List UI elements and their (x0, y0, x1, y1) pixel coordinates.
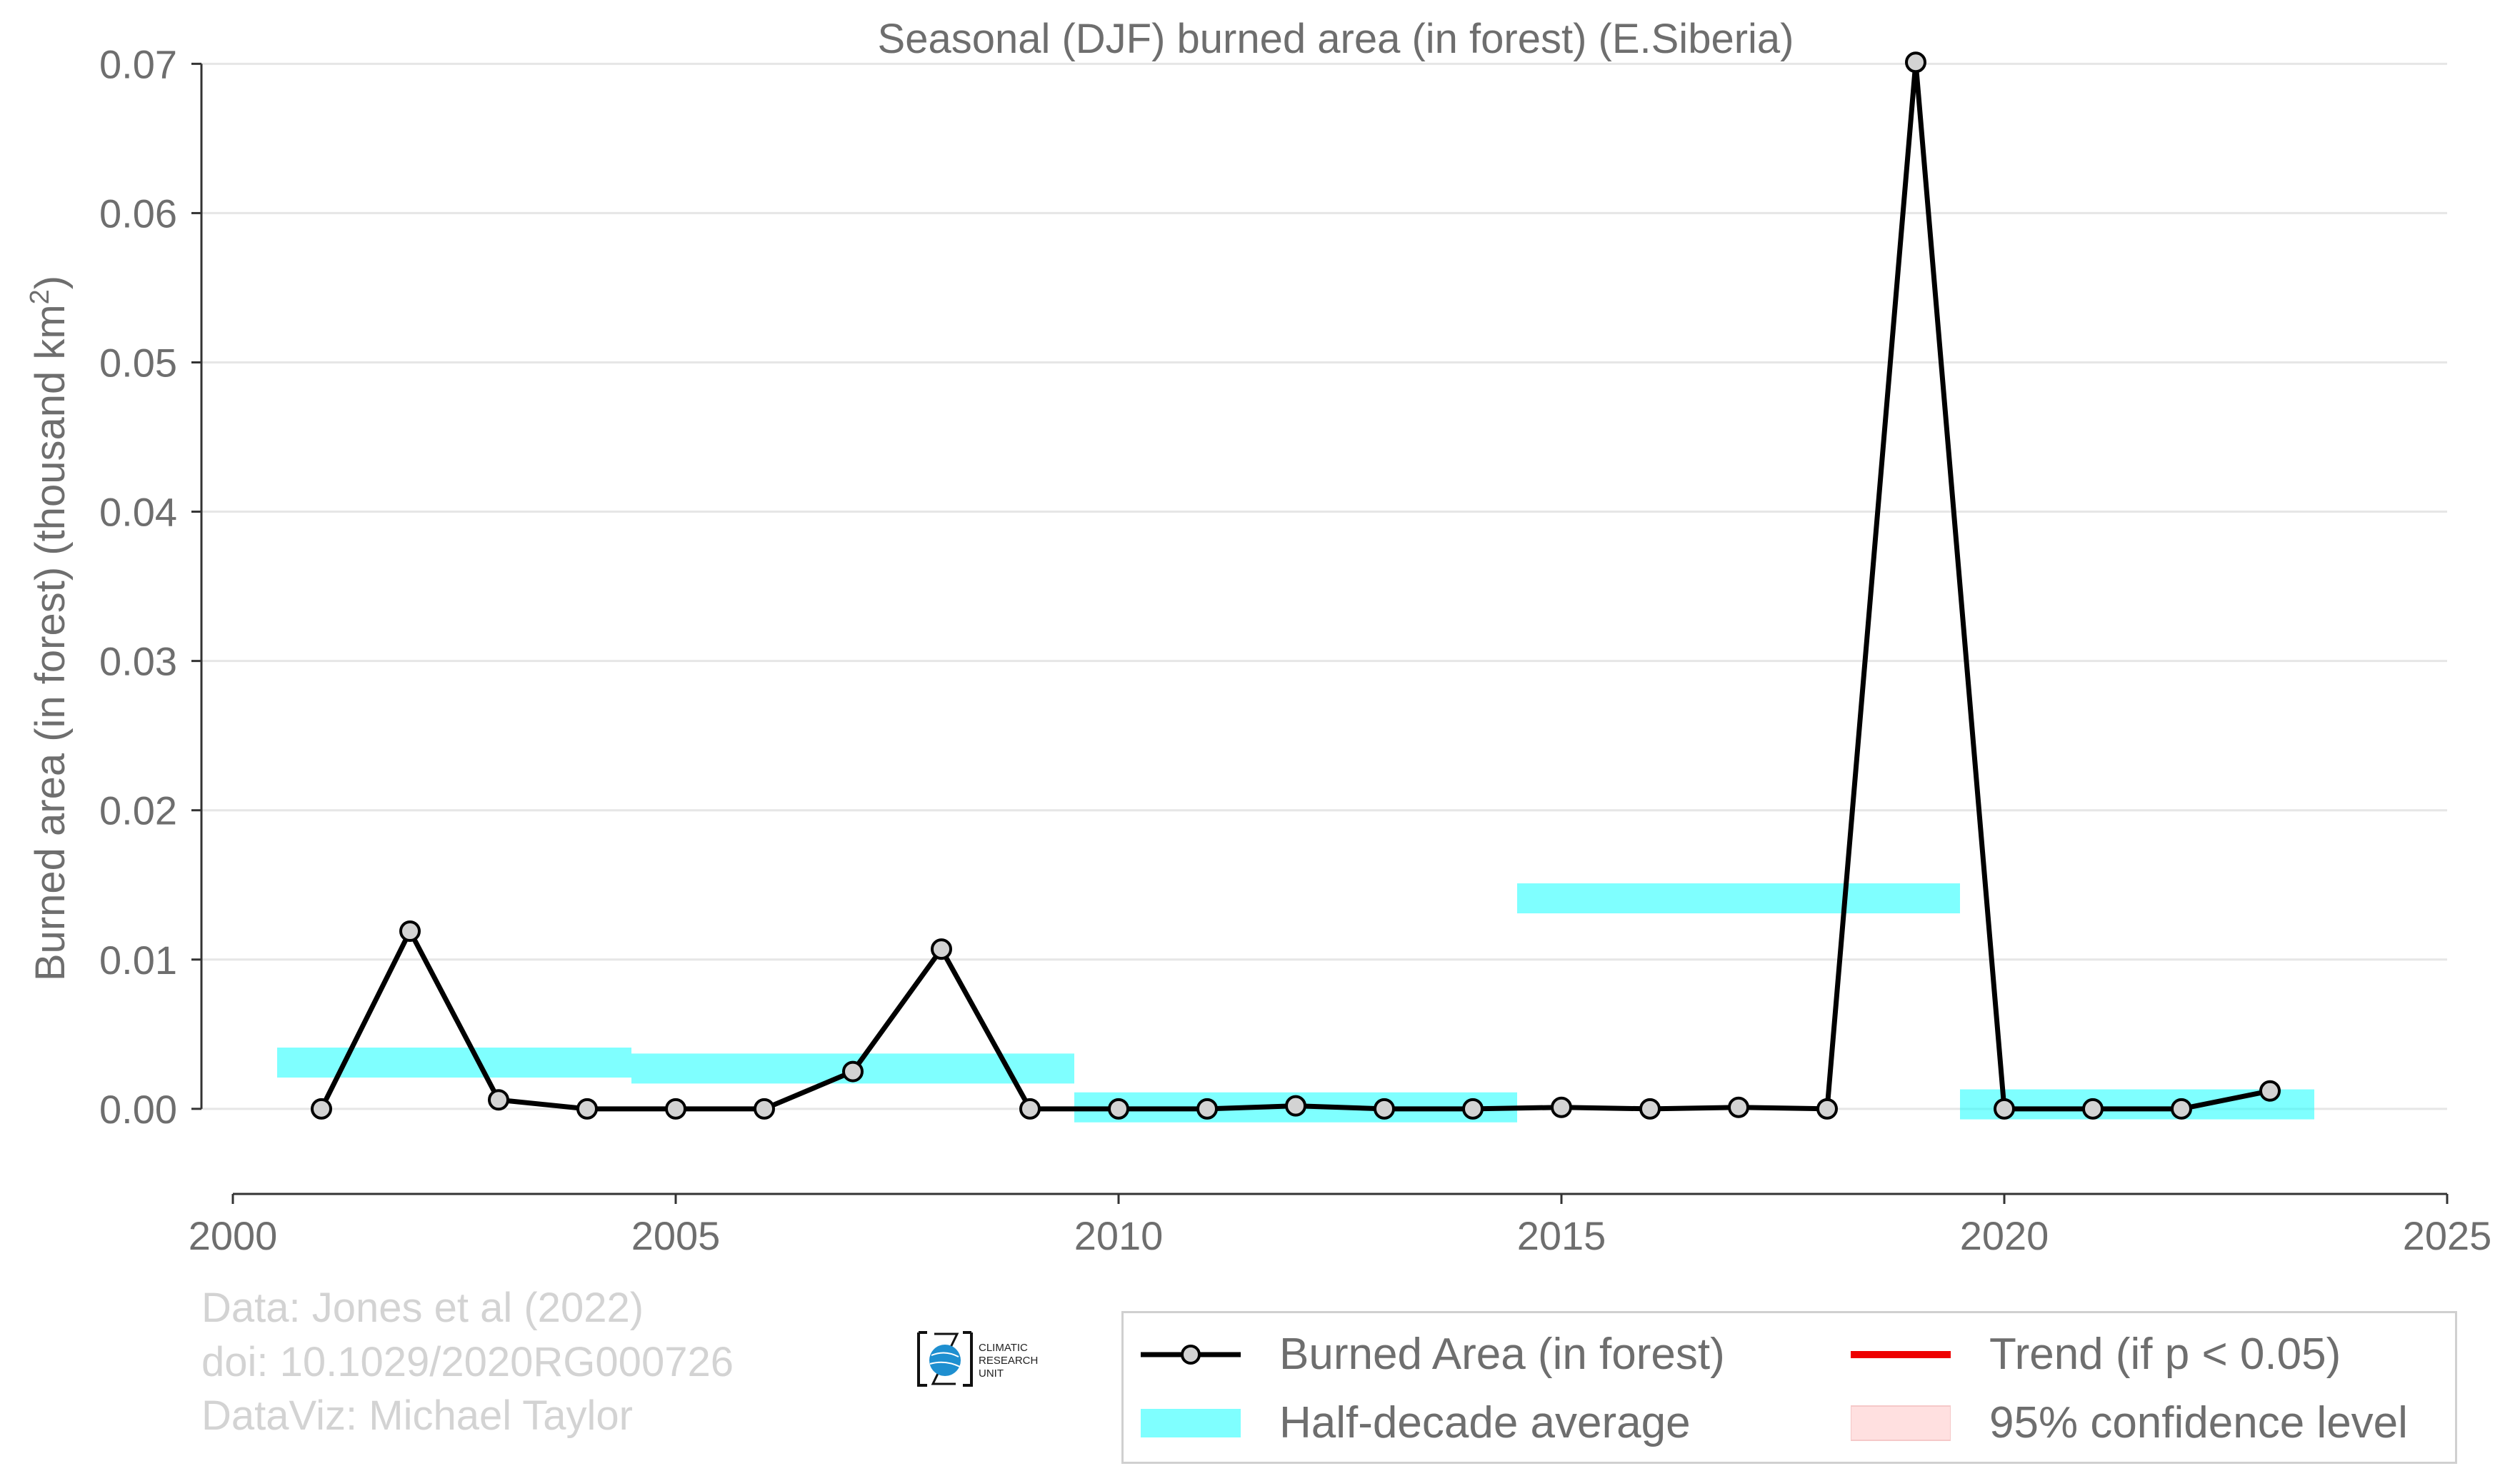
y-tick-label: 0.03 (99, 639, 177, 684)
legend-item-burned-area: Burned Area (in forest) (1141, 1329, 1725, 1380)
data-point (1905, 51, 1926, 74)
data-point (1994, 1098, 2015, 1120)
y-tick-labels: 0.00 0.01 0.02 0.03 0.04 0.05 0.06 0.07 (99, 41, 177, 1131)
chart-title: Seasonal (DJF) burned area (in forest) (… (878, 16, 1794, 62)
data-point (842, 1060, 864, 1083)
series-line (319, 59, 2271, 1112)
x-tick-label: 2005 (631, 1213, 721, 1258)
x-tick-label: 2000 (189, 1213, 278, 1258)
axes (191, 62, 2449, 1204)
credit-dataviz: DataViz: Michael Taylor (201, 1392, 633, 1439)
series-layer (311, 51, 2281, 1120)
x-tick-label: 2025 (2403, 1213, 2492, 1258)
legend-item-half-decade: Half-decade average (1141, 1397, 1691, 1448)
y-axis-label: Burned area (in forest) (thousand km2) (25, 276, 74, 981)
half-decade-bars (277, 883, 2314, 1123)
half-decade-bar (277, 1048, 631, 1078)
data-point (1108, 1098, 1129, 1120)
data-point (399, 920, 421, 943)
credit-doi: doi: 10.1029/2020RG000726 (201, 1339, 734, 1385)
y-tick-label: 0.05 (99, 340, 177, 385)
data-point (754, 1098, 775, 1120)
svg-text:RESEARCH: RESEARCH (979, 1355, 1038, 1367)
y-tick-label: 0.04 (99, 490, 177, 535)
y-tick-label: 0.02 (99, 788, 177, 833)
data-point (2259, 1080, 2281, 1102)
legend: Burned Area (in forest) Trend (if p < 0.… (1121, 1311, 2457, 1464)
x-tick-label: 2010 (1074, 1213, 1164, 1258)
data-point (931, 938, 952, 960)
legend-item-trend: Trend (if p < 0.05) (1851, 1329, 2341, 1380)
data-point (1816, 1098, 1838, 1120)
data-point (2171, 1098, 2192, 1120)
data-point (1639, 1098, 1661, 1120)
data-point (576, 1098, 598, 1120)
y-tick-label: 0.00 (99, 1087, 177, 1132)
legend-item-confidence: 95% confidence level (1851, 1397, 2408, 1448)
legend-confidence-swatch-icon (1851, 1405, 1951, 1441)
legend-label-burned-area: Burned Area (in forest) (1279, 1330, 1725, 1379)
data-point (1196, 1098, 1218, 1120)
legend-trend-line-icon (1851, 1350, 1951, 1358)
half-decade-bar (1517, 883, 1960, 914)
data-point (2082, 1098, 2104, 1120)
y-tick-label: 0.07 (99, 41, 177, 86)
svg-text:UNIT: UNIT (979, 1367, 1004, 1380)
data-point (1374, 1098, 1395, 1120)
legend-label-trend: Trend (if p < 0.05) (1989, 1330, 2341, 1379)
legend-line-marker-icon (1141, 1344, 1241, 1365)
y-axis-label-sup: 2 (25, 289, 55, 304)
svg-text:CLIMATIC: CLIMATIC (979, 1342, 1028, 1354)
data-point (311, 1098, 332, 1120)
x-tick-label: 2020 (1960, 1213, 2049, 1258)
legend-label-half-decade: Half-decade average (1279, 1398, 1691, 1447)
legend-half-decade-swatch-icon (1141, 1408, 1241, 1437)
y-tick-label: 0.06 (99, 191, 177, 236)
data-point (1728, 1096, 1749, 1118)
data-point (1285, 1095, 1306, 1117)
data-point (1462, 1098, 1484, 1120)
data-point (1019, 1098, 1041, 1120)
data-point (488, 1089, 509, 1111)
data-point (1551, 1096, 1572, 1118)
x-tick-labels: 2000 2005 2010 2015 2020 2025 (189, 1213, 2492, 1258)
cru-logo: CLIMATIC RESEARCH UNIT (917, 1331, 1038, 1387)
data-point (665, 1098, 686, 1120)
y-tick-label: 0.01 (99, 938, 177, 983)
x-tick-label: 2015 (1517, 1213, 1606, 1258)
legend-label-confidence: 95% confidence level (1989, 1398, 2408, 1447)
credit-data-source: Data: Jones et al (2022) (201, 1285, 644, 1331)
grid-lines (201, 62, 2447, 1110)
